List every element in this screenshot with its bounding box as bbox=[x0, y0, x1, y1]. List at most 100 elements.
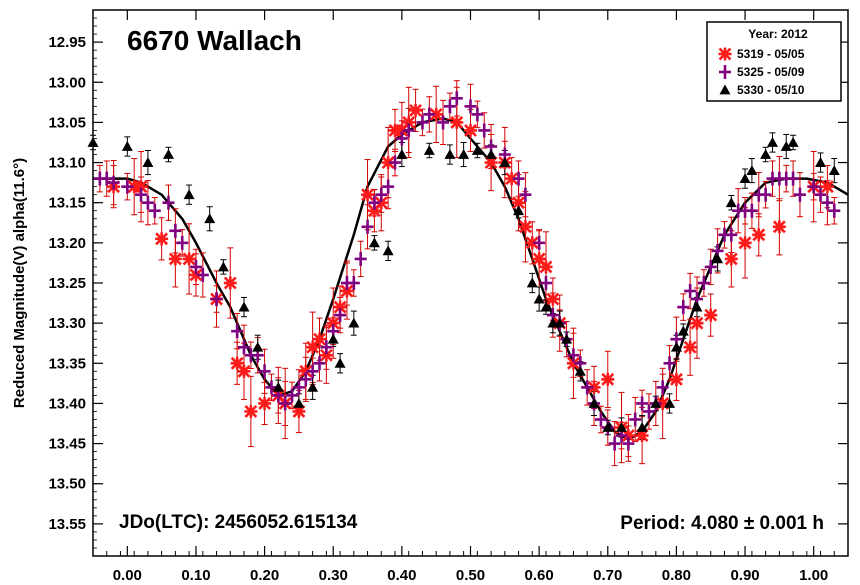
data-point-star bbox=[182, 252, 196, 266]
data-point-triangle bbox=[293, 397, 305, 408]
data-point-plus bbox=[636, 396, 649, 411]
data-point-triangle bbox=[554, 317, 566, 328]
data-point-star bbox=[546, 292, 560, 306]
data-point-plus bbox=[231, 324, 244, 339]
data-point-triangle bbox=[616, 422, 627, 432]
jd-annotation: JDo(LTC): 2456052.615134 bbox=[119, 512, 358, 533]
data-point-star bbox=[258, 396, 272, 410]
data-point-plus bbox=[567, 348, 580, 363]
data-point-triangle bbox=[725, 197, 737, 208]
data-point-star bbox=[237, 364, 251, 378]
y-tick-label: 13.05 bbox=[48, 114, 86, 131]
data-point-plus bbox=[141, 195, 154, 210]
data-point-triangle bbox=[677, 325, 689, 336]
data-point-plus bbox=[807, 179, 820, 194]
data-point-star bbox=[450, 115, 464, 129]
data-point-plus bbox=[663, 356, 676, 371]
legend-marker-star bbox=[718, 47, 732, 61]
data-point-triangle bbox=[238, 301, 250, 312]
data-point-plus bbox=[512, 171, 525, 186]
data-point-plus bbox=[608, 436, 621, 451]
data-point-triangle bbox=[307, 381, 319, 392]
data-point-plus bbox=[814, 187, 827, 202]
data-point-star bbox=[518, 220, 532, 234]
data-point-plus bbox=[629, 412, 642, 427]
data-point-plus bbox=[725, 227, 738, 242]
data-point-triangle bbox=[691, 301, 703, 312]
data-point-triangle bbox=[712, 253, 724, 264]
data-point-plus bbox=[787, 171, 800, 186]
data-point-triangle bbox=[142, 157, 154, 167]
y-tick-label: 12.95 bbox=[48, 34, 86, 51]
data-point-plus bbox=[519, 187, 532, 202]
data-point-triangle bbox=[739, 173, 751, 184]
y-tick-label: 13.10 bbox=[48, 155, 86, 172]
data-point-plus bbox=[382, 179, 395, 194]
data-point-triangle bbox=[513, 205, 525, 216]
data-point-plus bbox=[684, 284, 697, 299]
data-point-star bbox=[361, 188, 375, 202]
data-point-plus bbox=[313, 356, 326, 371]
data-point-star bbox=[223, 276, 237, 290]
data-point-star bbox=[752, 228, 766, 242]
data-point-star bbox=[313, 332, 326, 346]
data-point-plus bbox=[210, 292, 223, 307]
data-point-plus bbox=[169, 223, 182, 238]
y-tick-label: 13.55 bbox=[48, 516, 86, 533]
axis-ticks: 0.00 0.10 0.20 0.30 0.40 0.50 0.60 0.70 0.80 0.90… bbox=[48, 10, 849, 584]
data-point-plus bbox=[622, 436, 635, 451]
legend-entry-5330: 5330 - 05/10 bbox=[737, 83, 805, 97]
data-point-plus bbox=[354, 251, 367, 266]
data-point-triangle bbox=[485, 149, 497, 159]
y-tick-label: 13.15 bbox=[48, 195, 86, 212]
data-point-triangle bbox=[348, 317, 360, 328]
data-point-star bbox=[738, 236, 752, 250]
data-point-plus bbox=[443, 99, 456, 114]
data-point-plus bbox=[704, 259, 717, 274]
legend-entry-5319: 5319 - 05/05 bbox=[737, 47, 805, 61]
x-tick-label: 0.80 bbox=[662, 567, 691, 584]
data-point-triangle bbox=[444, 149, 456, 159]
data-point-triangle bbox=[670, 341, 682, 352]
x-tick-label: 0.50 bbox=[456, 567, 485, 584]
data-point-star bbox=[704, 308, 718, 322]
data-point-star bbox=[601, 372, 615, 386]
data-point-plus bbox=[581, 380, 594, 395]
y-tick-label: 13.25 bbox=[48, 275, 86, 292]
data-point-plus bbox=[306, 364, 319, 379]
data-points bbox=[87, 91, 841, 451]
y-tick-label: 13.50 bbox=[48, 476, 86, 493]
data-point-triangle bbox=[382, 245, 394, 256]
data-point-plus bbox=[759, 187, 772, 202]
data-point-triangle bbox=[533, 293, 545, 304]
data-point-plus bbox=[423, 107, 436, 122]
data-point-triangle bbox=[183, 189, 195, 200]
data-point-triangle bbox=[272, 381, 284, 392]
data-point-star bbox=[683, 340, 697, 354]
data-point-plus bbox=[464, 99, 477, 114]
data-point-triangle bbox=[664, 397, 676, 408]
y-tick-label: 13.40 bbox=[48, 395, 86, 412]
data-point-plus bbox=[258, 364, 271, 379]
x-tick-label: 0.90 bbox=[730, 567, 759, 584]
data-point-plus bbox=[821, 195, 834, 210]
data-point-star bbox=[464, 123, 477, 137]
legend-marker-plus bbox=[719, 65, 731, 79]
data-point-star bbox=[155, 232, 169, 246]
data-point-plus bbox=[677, 300, 690, 315]
data-point-plus bbox=[416, 115, 429, 130]
y-tick-label: 13.30 bbox=[48, 315, 86, 332]
data-point-triangle bbox=[334, 357, 346, 368]
x-tick-label: 0.70 bbox=[593, 567, 622, 584]
data-point-plus bbox=[368, 195, 381, 210]
y-tick-label: 13.45 bbox=[48, 436, 86, 453]
data-point-star bbox=[587, 380, 601, 394]
data-point-plus bbox=[107, 175, 120, 190]
data-point-triangle bbox=[87, 136, 99, 147]
data-point-plus bbox=[196, 267, 209, 282]
x-tick-label: 1.00 bbox=[799, 567, 828, 584]
data-point-plus bbox=[148, 203, 161, 218]
data-point-triangle bbox=[252, 341, 264, 352]
data-point-plus bbox=[361, 219, 374, 234]
